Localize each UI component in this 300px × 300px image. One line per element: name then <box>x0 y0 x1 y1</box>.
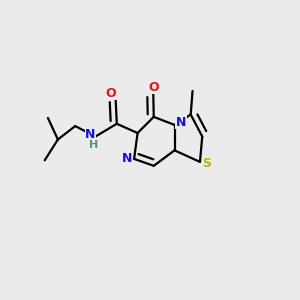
Text: O: O <box>106 87 116 100</box>
Text: O: O <box>148 81 159 94</box>
Text: S: S <box>202 157 211 169</box>
Text: N: N <box>122 152 132 165</box>
Text: N: N <box>85 128 96 141</box>
Text: H: H <box>88 140 98 150</box>
Text: N: N <box>176 116 186 129</box>
